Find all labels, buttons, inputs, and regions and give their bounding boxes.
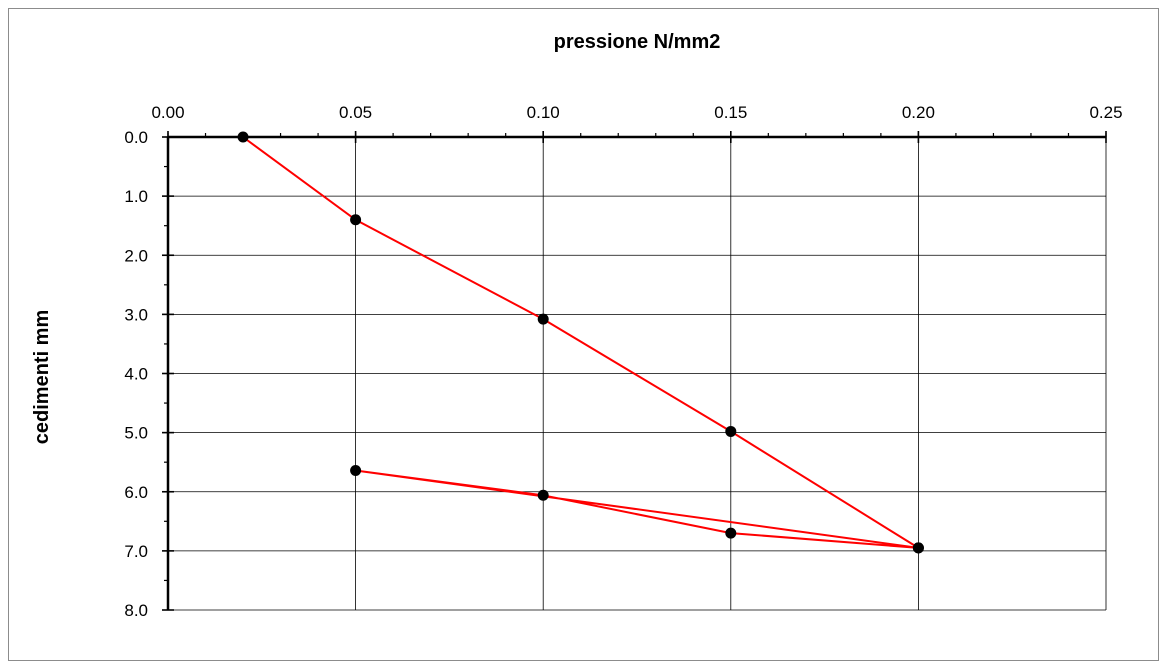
chart-frame: [8, 8, 1159, 661]
axes: 0.00 0.05 0.10 0.15 0.20 0.25 0.0 1.0 2.0 3.0 4.0 5…: [124, 103, 1122, 620]
y-tick-label: 7.0: [124, 542, 148, 561]
x-tick-label: 0.15: [714, 103, 747, 122]
y-tick-label: 0.0: [124, 128, 148, 147]
x-axis-title: pressione N/mm2: [554, 31, 721, 53]
y-tick-label: 3.0: [124, 305, 148, 324]
data-point: [725, 425, 737, 437]
x-tick-label: 0.10: [527, 103, 560, 122]
y-tick-label: 2.0: [124, 246, 148, 265]
data-point: [725, 527, 737, 539]
y-tick-label: 6.0: [124, 483, 148, 502]
data-point: [237, 131, 249, 143]
x-tick-label: 0.00: [151, 103, 184, 122]
x-tick-label: 0.25: [1089, 103, 1122, 122]
x-tick-label: 0.05: [339, 103, 372, 122]
x-tick-label: 0.20: [902, 103, 935, 122]
data-point: [350, 464, 362, 476]
data-point: [912, 542, 924, 554]
y-tick-label: 4.0: [124, 365, 148, 384]
data-point: [537, 313, 549, 325]
y-tick-label: 1.0: [124, 187, 148, 206]
y-axis-title: cedimenti mm: [31, 310, 53, 444]
grid: [168, 137, 1107, 611]
data-point: [537, 489, 549, 501]
series-line: [242, 136, 919, 549]
y-tick-label: 8.0: [124, 601, 148, 620]
series: [237, 131, 924, 554]
y-tick-label: 5.0: [124, 424, 148, 443]
data-point: [350, 214, 362, 226]
